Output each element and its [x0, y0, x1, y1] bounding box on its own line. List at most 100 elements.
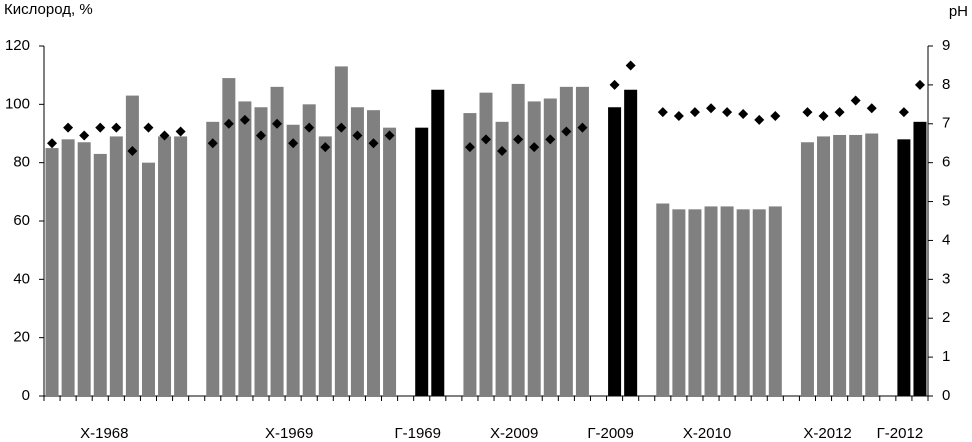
ph-marker — [722, 107, 733, 118]
y-tick-label: 0 — [22, 387, 30, 404]
ph-marker — [898, 107, 909, 118]
bar — [833, 134, 847, 397]
ph-marker — [818, 111, 829, 121]
bar — [463, 113, 477, 396]
bar — [431, 89, 445, 396]
bar — [688, 209, 702, 396]
ph-marker — [352, 130, 363, 141]
ph-marker — [223, 118, 234, 129]
y2-axis-title: pH — [949, 3, 968, 20]
bar — [704, 206, 718, 396]
ph-marker — [738, 109, 749, 120]
y-tick-label: 20 — [13, 329, 30, 346]
y-tick-label: 40 — [13, 270, 30, 287]
bar — [672, 209, 686, 396]
ph-marker — [159, 130, 170, 141]
ph-marker — [384, 130, 395, 141]
bar — [415, 127, 429, 397]
y2-tick-label: 4 — [942, 231, 950, 248]
ph-marker — [754, 114, 765, 125]
group-label: Х-2012 — [803, 425, 851, 442]
ph-marker — [207, 138, 218, 149]
group-label: Х-1969 — [265, 425, 313, 442]
ph-marker — [481, 134, 491, 145]
bar — [383, 127, 397, 397]
ph-marker — [255, 130, 266, 141]
bar — [254, 107, 268, 396]
ph-marker — [770, 111, 781, 121]
bar — [77, 142, 91, 396]
group-label: Х-1968 — [80, 425, 128, 442]
bar — [865, 133, 879, 396]
bar — [302, 104, 316, 396]
y-axis-title: Кислород, % — [4, 1, 93, 18]
bar — [736, 209, 750, 396]
ph-marker — [866, 103, 877, 114]
ph-marker — [657, 107, 668, 118]
bar — [849, 134, 863, 397]
ph-marker — [561, 126, 572, 137]
group-label: Х-2009 — [490, 425, 538, 442]
group-label: Г-2009 — [587, 425, 634, 442]
bar — [511, 83, 525, 397]
y-tick-label: 80 — [13, 154, 30, 171]
bar — [141, 162, 155, 396]
group-label: Х-2010 — [683, 425, 731, 442]
ph-marker — [513, 134, 524, 145]
ph-marker — [673, 111, 684, 121]
bar — [350, 107, 364, 396]
bar — [174, 136, 188, 396]
ph-marker — [850, 95, 861, 106]
y2-tick-label: 7 — [942, 115, 950, 132]
ph-marker — [63, 122, 74, 133]
bar — [817, 136, 831, 396]
bar — [45, 148, 59, 396]
bar — [318, 136, 332, 396]
bar — [109, 136, 123, 396]
ph-marker — [304, 122, 315, 133]
bar — [897, 139, 911, 397]
bar — [720, 206, 734, 396]
bar — [238, 101, 252, 397]
ph-marker — [320, 142, 331, 153]
ph-marker — [175, 126, 186, 137]
bar — [624, 89, 638, 396]
bar — [527, 101, 541, 397]
ph-marker — [239, 114, 250, 125]
bar — [366, 110, 380, 397]
ph-marker — [706, 103, 717, 114]
ph-marker — [914, 79, 925, 90]
ph-marker — [609, 79, 620, 90]
y-tick-label: 120 — [5, 37, 30, 54]
y2-tick-label: 1 — [942, 348, 950, 365]
ph-marker — [47, 138, 58, 149]
bar — [559, 86, 573, 396]
bar — [158, 136, 172, 396]
bar — [913, 121, 927, 396]
ph-marker — [529, 142, 540, 153]
ph-marker — [111, 122, 122, 133]
bar — [800, 142, 814, 396]
ph-marker — [143, 122, 154, 133]
ph-marker — [577, 122, 588, 133]
y2-tick-label: 9 — [942, 37, 950, 54]
bar — [543, 98, 557, 396]
ph-marker — [288, 138, 299, 149]
ph-marker — [802, 107, 813, 118]
ph-marker — [272, 118, 283, 129]
y-tick-label: 60 — [13, 212, 30, 229]
ph-marker — [625, 60, 636, 71]
bar — [286, 124, 300, 396]
ph-marker — [79, 130, 90, 141]
group-label: Г-2012 — [877, 425, 924, 442]
ph-marker — [95, 122, 106, 133]
ph-marker — [689, 107, 700, 118]
ph-marker — [127, 146, 138, 156]
bar — [270, 86, 284, 396]
ph-marker — [497, 146, 508, 156]
bar — [768, 206, 782, 396]
ph-marker — [464, 142, 475, 153]
y2-tick-label: 6 — [942, 154, 950, 171]
y2-tick-label: 8 — [942, 76, 950, 93]
bar — [495, 121, 509, 396]
